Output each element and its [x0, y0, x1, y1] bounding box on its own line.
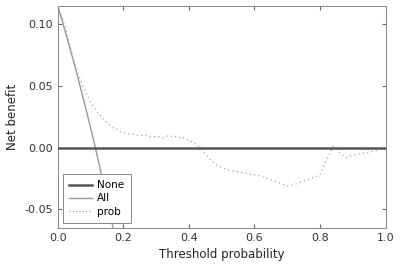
- Y-axis label: Net benefit: Net benefit: [6, 84, 18, 150]
- X-axis label: Threshold probability: Threshold probability: [159, 249, 284, 261]
- Legend: None, All, prob: None, All, prob: [63, 174, 130, 223]
